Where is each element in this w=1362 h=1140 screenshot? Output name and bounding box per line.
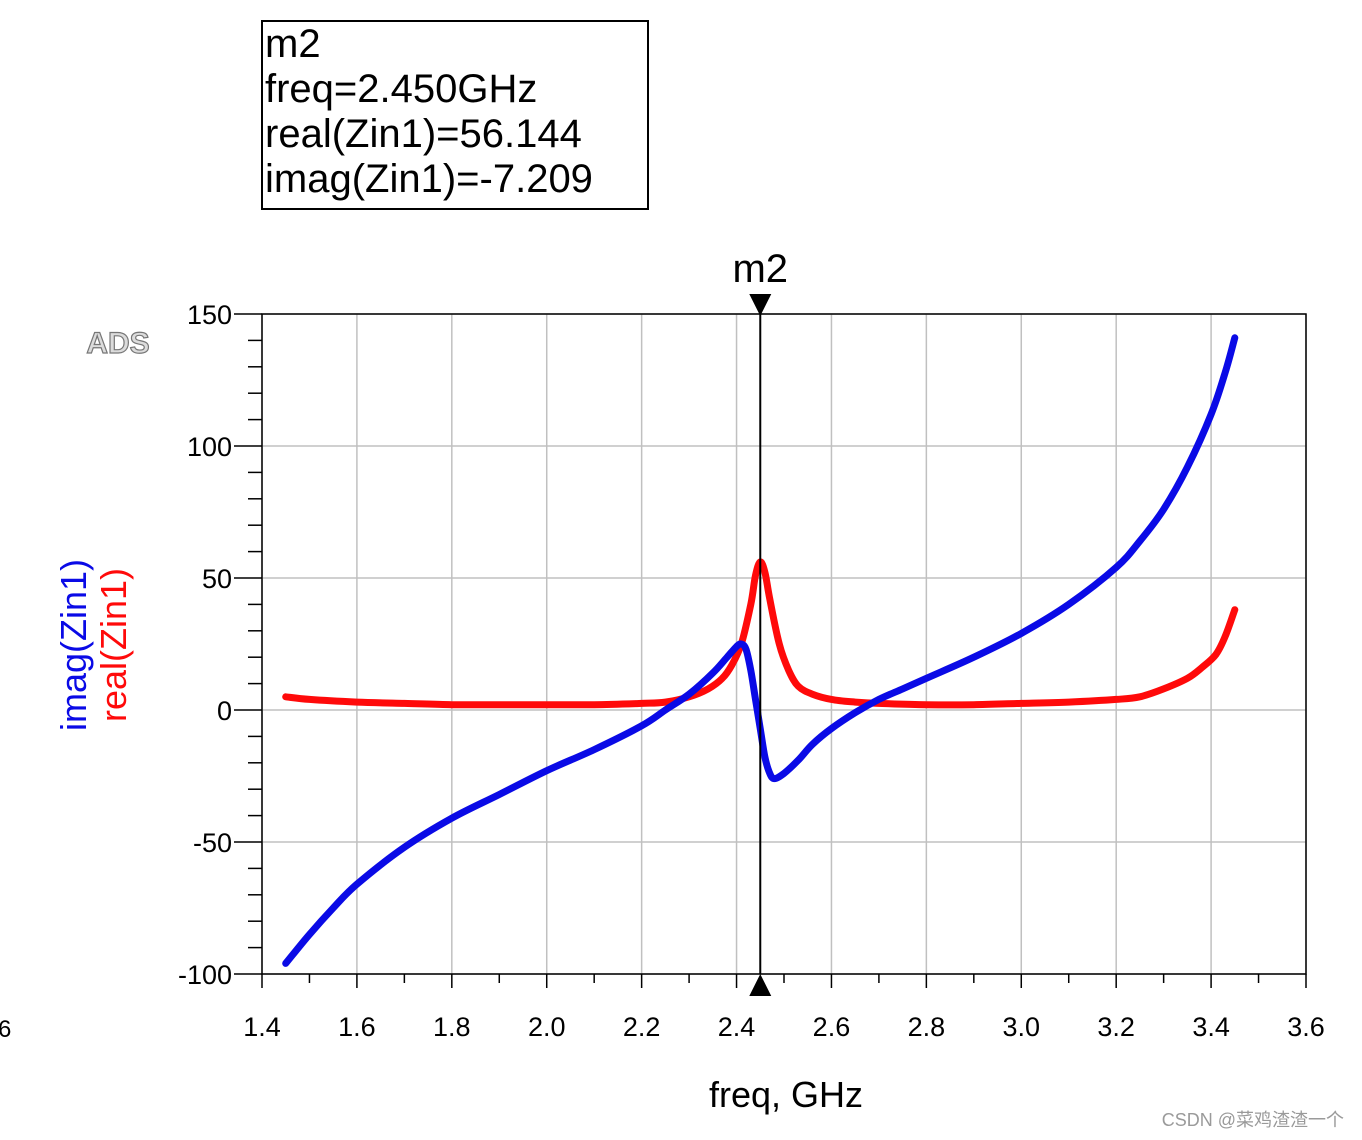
marker-readout-name: m2 bbox=[265, 22, 321, 66]
grid bbox=[261, 313, 1307, 975]
y-tick-label: 50 bbox=[202, 564, 232, 594]
series-line-imag bbox=[282, 334, 1239, 967]
y-axis-title-imag: imag(Zin1) bbox=[53, 559, 94, 731]
x-tick-label: 3.6 bbox=[1287, 1012, 1325, 1042]
x-tick-label: 2.2 bbox=[623, 1012, 661, 1042]
marker-readout-box: m2 freq=2.450GHz real(Zin1)=56.144 imag(… bbox=[261, 20, 649, 210]
x-tick-label: 1.6 bbox=[338, 1012, 376, 1042]
marker-label: m2 bbox=[732, 247, 788, 291]
x-tick-label: 2.0 bbox=[528, 1012, 566, 1042]
watermark: CSDN @菜鸡渣渣一个 bbox=[1161, 1110, 1344, 1130]
y-tick-label: 0 bbox=[217, 696, 232, 726]
x-tick-label: 3.2 bbox=[1097, 1012, 1135, 1042]
ads-logo: ADS bbox=[86, 326, 151, 360]
marker-m2: m2 bbox=[732, 247, 788, 996]
ads-logo-text: ADS bbox=[86, 327, 149, 360]
axis-ticks bbox=[234, 313, 1307, 988]
x-tick-label: 1.4 bbox=[243, 1012, 281, 1042]
marker-readout-freq: freq=2.450GHz bbox=[265, 67, 538, 111]
x-tick-label: 1.8 bbox=[433, 1012, 471, 1042]
marker-readout-real: real(Zin1)=56.144 bbox=[265, 112, 582, 156]
x-axis-title: freq, GHz bbox=[709, 1074, 863, 1115]
series-lines bbox=[282, 334, 1239, 967]
y-axis-title-real: real(Zin1) bbox=[93, 568, 134, 722]
y-tick-label: -50 bbox=[193, 828, 232, 858]
y-tick-label: -100 bbox=[178, 960, 232, 990]
x-tick-label: 2.6 bbox=[813, 1012, 851, 1042]
edge-fragment: 6 bbox=[0, 1016, 11, 1043]
y-tick-label: 150 bbox=[187, 300, 232, 330]
x-tick-label: 2.8 bbox=[908, 1012, 946, 1042]
marker-top-triangle bbox=[749, 294, 772, 316]
axis-labels: 1.4 1.6 1.8 2.0 2.2 2.4 2.6 2.8 3.0 3.2 3.4 3.6 150 1… bbox=[53, 300, 1325, 1115]
marker-bottom-triangle bbox=[749, 974, 772, 996]
series-line-real bbox=[282, 558, 1239, 709]
plot-frame bbox=[261, 313, 1307, 975]
y-tick-label: 100 bbox=[187, 432, 232, 462]
marker-readout-imag: imag(Zin1)=-7.209 bbox=[265, 157, 593, 201]
x-tick-label: 3.4 bbox=[1192, 1012, 1230, 1042]
x-tick-label: 2.4 bbox=[718, 1012, 756, 1042]
x-tick-label: 3.0 bbox=[1002, 1012, 1040, 1042]
